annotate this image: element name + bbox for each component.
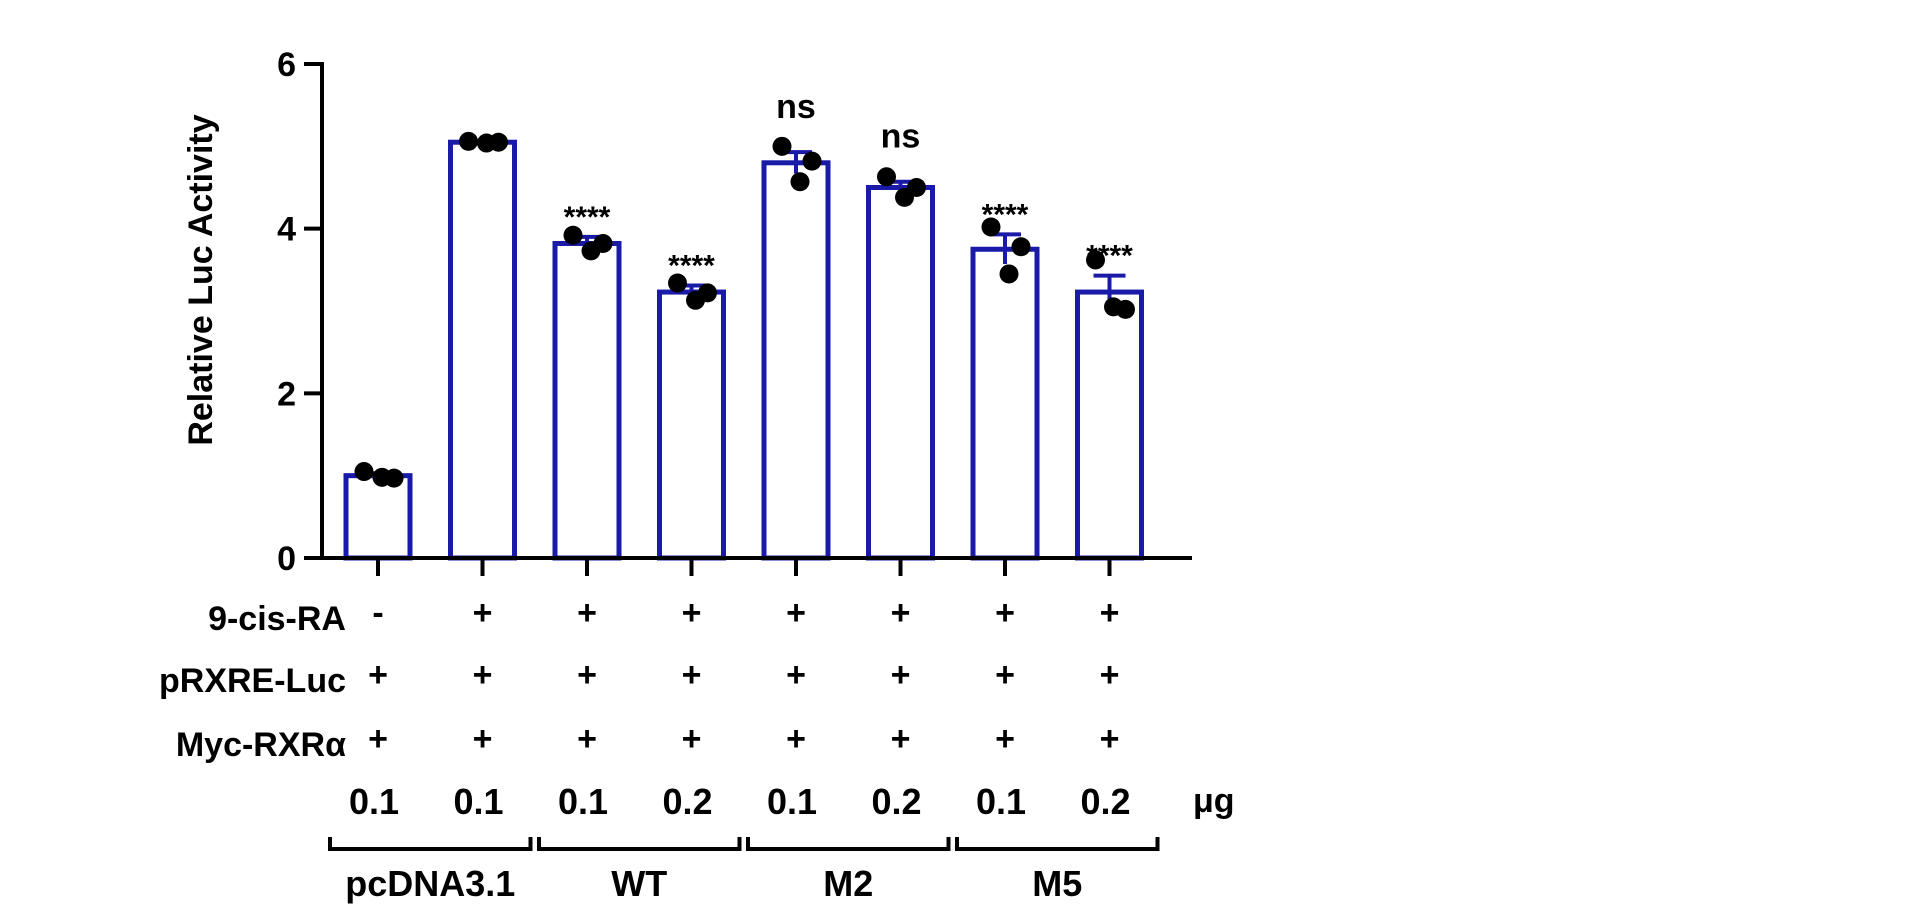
data-point-7-2 (999, 264, 1019, 284)
bar-2 (448, 139, 517, 561)
group-label: pcDNA3.1 (345, 863, 515, 904)
condition-value-1-8: + (1100, 594, 1120, 632)
condition-value-2-6: + (891, 656, 911, 694)
condition-value-3-2: + (473, 720, 493, 758)
condition-value-1-6: + (891, 594, 911, 632)
condition-value-2-4: + (682, 656, 702, 694)
data-point-5-3 (802, 151, 822, 171)
group-bracket (537, 837, 742, 851)
condition-value-2-3: + (577, 656, 597, 694)
condition-value-3-1: + (368, 720, 388, 758)
significance-label-8: **** (1086, 240, 1133, 273)
y-axis: 0 2 4 6 (277, 46, 324, 578)
dose-6: 0.2 (871, 781, 921, 822)
group-label: M5 (1032, 863, 1082, 904)
y-tick-label-6: 6 (277, 46, 296, 84)
data-point-2-1 (459, 131, 478, 151)
data-point-4-3 (698, 283, 717, 303)
data-point-8-3 (1116, 299, 1135, 319)
dose-3: 0.1 (558, 781, 608, 822)
condition-value-1-3: + (577, 594, 597, 632)
data-point-6-3 (907, 178, 926, 197)
bar-1 (343, 473, 413, 561)
data-point-5-1 (772, 136, 792, 156)
group-m2: M2 (746, 837, 951, 904)
condition-value-2-1: + (368, 656, 388, 694)
significance-label-6: ns (881, 118, 921, 156)
condition-value-1-4: + (682, 594, 702, 632)
data-point-1-3 (384, 468, 404, 488)
condition-value-3-8: + (1100, 720, 1120, 758)
condition-value-2-2: + (473, 656, 493, 694)
dose-1: 0.1 (349, 781, 399, 822)
dose-7: 0.1 (976, 781, 1026, 822)
condition-table: 9-cis-RA - + + + + + + + pRXRE-Luc + + + + + + + + Myc-RXR… (159, 594, 1119, 764)
condition-value-3-4: + (682, 720, 702, 758)
condition-value-3-3: + (577, 720, 597, 758)
x-axis (320, 556, 1192, 576)
condition-value-3-6: + (891, 720, 911, 758)
data-point-3-3 (593, 233, 613, 253)
condition-value-1-1: - (372, 594, 383, 632)
condition-value-1-2: + (473, 594, 493, 632)
data-point-1-1 (354, 462, 374, 482)
data-point-5-2 (790, 172, 810, 192)
significance-label-5: ns (776, 88, 816, 126)
significance-annotations: **** **** ns ns **** **** (564, 88, 1134, 282)
bar-4 (657, 289, 726, 561)
data-point-7-1 (981, 217, 1001, 237)
condition-value-2-8: + (1100, 656, 1120, 694)
group-bracket (955, 837, 1160, 851)
group-wt: WT (537, 837, 742, 904)
dose-8: 0.2 (1080, 781, 1130, 822)
condition-value-2-5: + (786, 656, 806, 694)
group-label: M2 (823, 863, 873, 904)
significance-label-4: **** (668, 249, 715, 282)
bar-8 (1075, 289, 1144, 561)
significance-label-3: **** (564, 201, 611, 234)
data-point-4-1 (668, 273, 687, 293)
data-point-3-1 (563, 225, 583, 245)
data-point-6-1 (877, 167, 896, 187)
bar-3 (552, 240, 622, 561)
condition-label-1: 9-cis-RA (208, 600, 346, 638)
data-points (354, 131, 1135, 488)
condition-value-3-5: + (786, 720, 806, 758)
condition-value-3-7: + (995, 720, 1015, 758)
condition-value-2-7: + (995, 656, 1015, 694)
group-label: WT (611, 863, 667, 904)
dose-unit-label: μg (1193, 782, 1235, 820)
group-bracket (328, 837, 533, 851)
y-tick-label-0: 0 (277, 540, 296, 578)
group-bracket (746, 837, 951, 851)
data-point-7-3 (1011, 237, 1031, 257)
y-axis-label: Relative Luc Activity (182, 114, 220, 445)
condition-label-3: Myc-RXRα (176, 726, 346, 764)
group-pcdna3-1: pcDNA3.1 (328, 837, 533, 904)
data-point-8-1 (1086, 250, 1105, 270)
y-tick-label-2: 2 (277, 375, 296, 413)
significance-label-7: **** (982, 198, 1029, 231)
y-tick-label-4: 4 (277, 211, 296, 249)
condition-value-1-5: + (786, 594, 806, 632)
dose-2: 0.1 (453, 781, 503, 822)
bar-6 (866, 185, 935, 561)
condition-value-1-7: + (995, 594, 1015, 632)
group-m5: M5 (955, 837, 1160, 904)
dose-row: 0.1 0.1 0.1 0.2 0.1 0.2 0.1 0.2 (349, 781, 1131, 822)
group-brackets: pcDNA3.1 WT M2 M5 (328, 837, 1160, 904)
dose-5: 0.1 (767, 781, 817, 822)
condition-label-2: pRXRE-Luc (159, 662, 346, 700)
data-point-2-3 (489, 132, 508, 152)
dose-4: 0.2 (662, 781, 712, 822)
bar-7 (970, 246, 1040, 561)
bar-5 (761, 160, 831, 561)
bars (343, 139, 1144, 561)
